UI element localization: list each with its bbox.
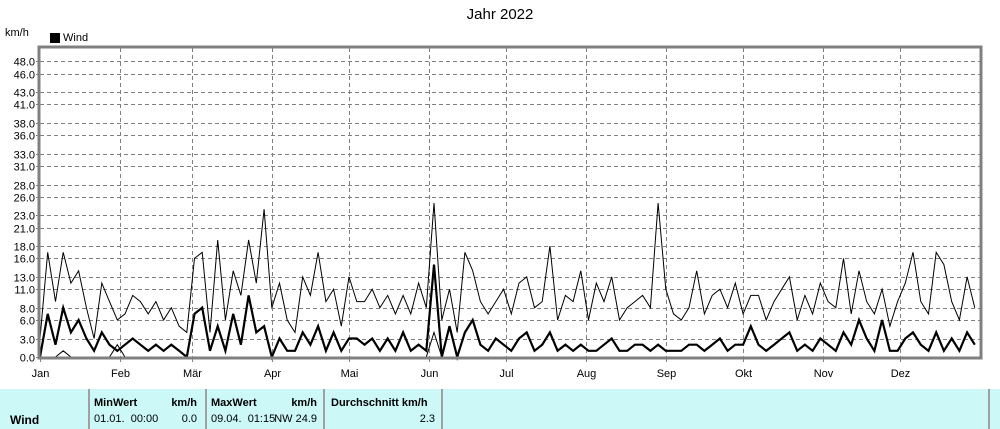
stats-col-empty [443,389,990,429]
y-tick-label: 33.0 [14,150,35,162]
y-tick-label: 28.0 [14,181,35,193]
max-header: MaxWert [211,397,257,409]
y-tick-label: 26.0 [14,193,35,205]
y-tick-label: 36.0 [14,131,35,143]
y-tick-label: 21.0 [14,224,35,236]
y-tick-label: 13.0 [14,273,35,285]
y-axis-unit: km/h [5,27,29,39]
stats-row-label: Wind [10,413,40,427]
x-tick-label: Jun [421,368,439,380]
legend-swatch-icon [50,33,60,43]
min-date: 01.01. 00:00 [94,413,159,425]
avg-value: 2.3 [419,413,435,425]
stats-col-min: MinWert km/h 01.01. 00:00 0.0 [90,389,207,429]
y-tick-label: 11.0 [14,285,35,297]
y-tick-label: 48.0 [14,57,35,69]
x-tick-label: Mai [341,368,359,380]
stats-col-label [0,389,90,429]
plot-frame [37,45,983,360]
avg-header: Durchschnitt km/h [331,397,428,409]
max-unit: km/h [291,397,317,409]
line-chart: 0.0 3.0 6.08.0 11.013.0 16.018.0 21.023.0 26.0… [14,45,983,380]
x-tick-label: Apr [264,368,281,380]
y-tick-label: 3.0 [20,335,35,347]
stats-table: Wind MinWert km/h 01.01. 00:00 0.0 MaxWe… [0,389,1000,429]
y-tick-label: 16.0 [14,254,35,266]
x-tick-label: Mär [183,368,202,380]
max-direction-value: NW 24.9 [274,413,317,425]
x-tick-label: Feb [111,368,130,380]
y-tick-label: 0.0 [20,353,35,365]
y-tick-label: 8.0 [20,304,35,316]
series-line-wind-avg [38,264,976,362]
x-tick-label: Sep [657,368,677,380]
y-tick-label: 43.0 [14,88,35,100]
series-line-wind-max [39,202,976,339]
min-unit: km/h [171,397,197,409]
legend-label: Wind [63,32,89,44]
x-tick-label: Okt [735,368,752,380]
chart-title: Jahr 2022 [466,6,534,23]
x-tick-label: Jan [32,368,50,380]
max-date: 09.04. 01:15 [211,413,276,425]
y-tick-label: 41.0 [14,100,35,112]
x-tick-label: Aug [577,368,597,380]
y-tick-label: 23.0 [14,211,35,223]
stats-col-max: MaxWert km/h 09.04. 01:15 NW 24.9 [207,389,325,429]
x-tick-label: Dez [891,368,911,380]
max-direction: NW [274,413,293,425]
legend: Wind [50,32,88,44]
series-line-wind-min [40,330,975,358]
x-tick-label: Jul [499,368,513,380]
y-tick-label: 31.0 [14,162,35,174]
min-value: 0.0 [181,413,197,425]
y-tick-label: 46.0 [14,70,35,82]
y-tick-label: 38.0 [14,119,35,131]
y-tick-label: 18.0 [14,242,35,254]
y-tick-label: 6.0 [20,316,35,328]
stats-col-avg: Durchschnitt km/h 2.3 [325,389,443,429]
max-value: 24.9 [295,413,317,425]
min-header: MinWert [94,397,138,409]
x-tick-label: Nov [814,368,834,380]
